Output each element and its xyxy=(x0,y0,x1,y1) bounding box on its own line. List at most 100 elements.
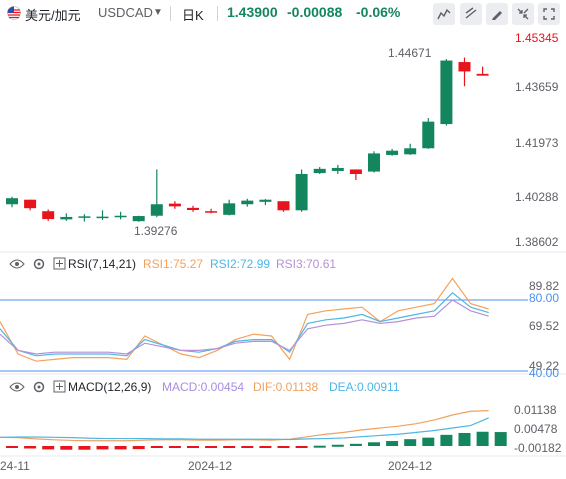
gear-icon[interactable] xyxy=(33,381,45,393)
rsi-tick: 49.22 xyxy=(529,359,559,373)
macd-bar xyxy=(205,446,218,448)
collapse-button[interactable] xyxy=(512,3,534,25)
expand-icon[interactable] xyxy=(53,380,66,393)
macd-bar xyxy=(132,446,145,450)
macd-bar xyxy=(168,446,181,448)
rsi-level-label: 80.00 xyxy=(529,291,559,305)
rsi-level-label: 40.00 xyxy=(529,366,559,380)
rsi-title: RSI(7,14,21) xyxy=(68,257,136,271)
candle-body xyxy=(368,153,380,172)
candle-body xyxy=(223,203,236,215)
macd-bar xyxy=(368,442,380,446)
macd-bar xyxy=(313,445,326,448)
rsi-tick: 69.52 xyxy=(529,319,559,333)
candle-body xyxy=(96,216,109,219)
candle-body xyxy=(386,150,399,155)
candle-body xyxy=(241,200,254,205)
x-tick-label: 24-11 xyxy=(0,459,30,473)
fullscreen-button[interactable] xyxy=(538,3,560,25)
candle-body xyxy=(168,203,181,207)
divider xyxy=(170,6,171,21)
expand-icon[interactable] xyxy=(53,257,66,270)
eye-icon[interactable] xyxy=(9,259,25,269)
macd-bar xyxy=(96,446,109,450)
macd-bar xyxy=(422,437,435,446)
macd-bar xyxy=(241,446,254,448)
price-change: -0.00088 xyxy=(287,4,343,20)
rsi-series-line xyxy=(0,291,489,357)
candle-body xyxy=(259,199,272,202)
dea-legend: DEA:0.00911 xyxy=(329,380,400,394)
last-price: 1.43900 xyxy=(227,4,278,20)
macd-bar xyxy=(458,432,471,446)
macd-bar xyxy=(476,431,489,446)
macd-bar xyxy=(150,446,163,448)
rsi2-legend: RSI2:72.99 xyxy=(210,257,270,271)
x-tick-label: 2024-12 xyxy=(188,459,232,473)
candle-body xyxy=(349,169,362,174)
candle-body xyxy=(422,121,435,149)
indicator-icon xyxy=(437,8,451,20)
macd-title: MACD(12,26,9) xyxy=(68,380,151,394)
macd-line xyxy=(0,417,489,441)
draw-lines-icon xyxy=(465,7,477,19)
price-change-pct: -0.06% xyxy=(356,4,401,20)
timeframe-selector[interactable]: 日K xyxy=(182,8,204,23)
macd-bar xyxy=(386,441,399,446)
draw-tools-button[interactable] xyxy=(460,3,482,25)
pair-code[interactable]: USDCAD xyxy=(98,5,153,20)
macd-bar xyxy=(42,446,55,450)
candle-body xyxy=(295,173,308,211)
y-tick-label: 1.40288 xyxy=(515,190,559,204)
macd-tick: -0.00182 xyxy=(514,441,562,455)
candle-body xyxy=(150,204,163,216)
candle-body xyxy=(458,62,471,72)
candle-body xyxy=(60,216,73,220)
y-tick-label: 1.41973 xyxy=(515,136,559,150)
macd-bar xyxy=(60,446,73,450)
candle-body xyxy=(114,215,127,218)
chart-header: 美元/加元 USDCAD ▼ 日K 1.43900 -0.00088 -0.06… xyxy=(0,0,566,28)
rsi-tick: 89.82 xyxy=(529,279,559,293)
indicator-button[interactable] xyxy=(433,3,455,25)
dif-legend: DIF:0.01138 xyxy=(253,380,318,394)
candle-body xyxy=(476,73,489,76)
macd-legend: MACD:0.00454 xyxy=(162,380,244,394)
rsi-series-line xyxy=(0,299,489,355)
candle-body xyxy=(277,201,290,211)
macd-bar xyxy=(494,432,507,446)
macd-bar xyxy=(277,446,290,448)
macd-bar xyxy=(78,446,91,450)
low-annotation: 1.39276 xyxy=(134,224,178,238)
macd-tick: 0.00478 xyxy=(514,422,558,436)
rsi-series-line xyxy=(0,277,489,362)
collapse-icon xyxy=(517,8,529,20)
candle-body xyxy=(205,211,218,213)
macd-bar xyxy=(349,443,362,446)
macd-bar xyxy=(24,446,37,449)
chevron-down-icon[interactable]: ▼ xyxy=(153,7,163,18)
gear-icon[interactable] xyxy=(33,258,45,270)
y-tick-label: 1.38602 xyxy=(515,235,559,249)
candle-body xyxy=(331,167,344,171)
macd-bar xyxy=(440,434,453,446)
pen-icon xyxy=(492,11,502,20)
pen-button[interactable] xyxy=(486,3,508,25)
macd-line xyxy=(0,410,489,442)
fullscreen-icon xyxy=(543,8,555,20)
high-annotation: 1.44671 xyxy=(388,46,432,60)
macd-bar xyxy=(223,446,236,448)
y-tick-label: 1.45345 xyxy=(515,31,559,45)
eye-icon[interactable] xyxy=(9,382,25,392)
macd-bar xyxy=(114,446,127,450)
pair-name[interactable]: 美元/加元 xyxy=(25,8,81,23)
candle-body xyxy=(78,216,91,218)
candle-body xyxy=(440,60,453,125)
macd-bar xyxy=(295,446,308,448)
candle-body xyxy=(24,199,37,209)
divider xyxy=(217,6,218,21)
macd-bar xyxy=(404,439,417,446)
candle-body xyxy=(187,207,199,210)
macd-bar xyxy=(187,446,199,448)
